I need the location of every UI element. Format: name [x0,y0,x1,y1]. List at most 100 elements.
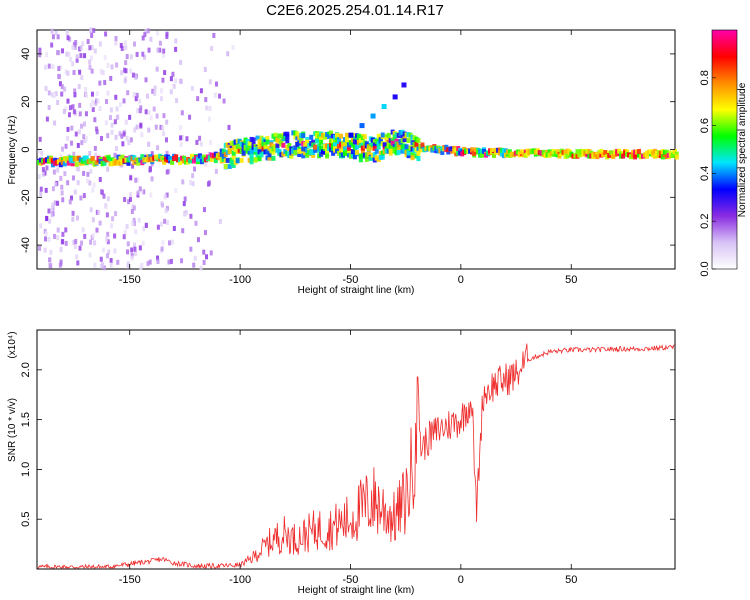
spectrogram-cell [181,228,185,234]
spectrogram-cell [147,141,151,147]
spectrogram-cell [105,99,109,105]
spectrogram-cell [293,145,298,151]
spectrogram-cell [358,153,363,159]
spectrogram-cell [174,78,178,84]
spectrogram-cell [196,96,200,102]
spectrogram-cell [132,217,136,223]
spectrogram-cell [39,223,43,229]
spectrogram-cell [114,211,118,217]
spectrogram-cell [109,75,113,81]
spectrogram-cell [76,142,80,148]
spectrogram-cell [71,210,75,216]
spectrogram-cell [92,27,96,33]
spectrogram-cell [98,177,102,183]
spectrogram-cell [207,180,211,186]
spectrogram-cell [213,92,217,98]
spectrogram-cell [47,90,51,96]
spectrogram-cell [93,240,97,246]
spectrogram-cell [134,74,138,80]
spectrogram-cell [372,145,377,151]
spectrogram-cell [188,114,192,120]
spectrogram-cell [247,141,252,147]
spectrogram-cell [91,187,95,193]
spectrogram-cell [209,139,213,145]
spectrogram-cell [142,226,146,232]
spectrogram-cell [126,241,130,247]
spectrogram-cell [131,220,135,226]
spectrogram-cell [301,153,306,159]
spectrogram-cell [53,233,57,239]
spectrogram-cell [66,160,71,166]
spectrogram-cell [203,230,207,236]
spectrogram-cell [84,111,88,117]
spectrogram-cell [95,129,99,135]
spectrogram-cell [273,132,278,138]
spectrogram-cell [80,75,84,81]
spectrogram-cell [239,157,244,163]
spectrogram-cell [123,78,127,84]
spectrogram-cell [183,196,187,202]
spectrogram-cell [124,45,128,51]
spectrogram-cell [39,191,43,197]
spectrogram-cell [114,40,118,46]
snr-y-ticks: 0.5 1.0 1.5 2.0 [20,362,675,527]
spectrogram-cell [144,77,148,83]
spectrogram-cell [410,152,415,158]
spectrogram-cell [406,137,411,143]
spectrogram-cell [196,237,200,243]
spectrogram-cell [203,66,207,72]
spectrogram-cell [265,139,270,145]
spectrogram-cell [257,149,262,155]
spectrogram-cell [127,140,131,146]
spectrogram-cell [482,148,487,154]
spectrogram-cell [265,148,270,154]
spectrogram-cell [95,126,99,132]
snr-x-tick-label: -100 [229,574,251,586]
spectrogram-cell [111,216,115,222]
colorbar-tick-label: 0.0 [699,261,711,276]
spectrogram-cell [165,220,169,226]
spectrogram-cell [88,150,92,156]
spectrogram-cell [123,40,127,46]
spectrogram-cell [101,70,105,76]
spectrogram-cell [76,260,80,266]
spectrogram-cell [98,220,102,226]
spectrogram-cell [113,233,117,239]
spectrogram-cell [299,137,304,143]
spectrogram-cell [156,145,160,151]
spectrogram-cell [106,166,110,172]
spectrogram-cell [183,211,187,217]
spectrogram-cell [133,242,137,248]
spectrogram-cell [102,247,106,253]
spectrogram-cell [603,149,608,155]
spectrogram-cell [61,197,65,203]
spectrogram-cell [91,233,95,239]
spectrogram-cell [253,157,258,163]
spectrogram-cell [420,142,425,148]
spectrogram-cell [66,98,70,104]
spectrogram-cell [38,52,42,58]
spectrogram-cell [69,195,73,201]
spectrogram-cell [130,208,134,214]
spectrogram-cell [64,240,68,246]
spectrogram-cell [155,30,159,36]
spectrogram-cell [670,152,675,158]
spectrogram-cell [384,136,389,142]
colorbar-tick-label: 0.6 [699,118,711,133]
spectrogram-cell [57,50,61,56]
spectrogram-cell [161,77,165,83]
spectrogram-cell [82,193,86,199]
spectrogram-cell [53,200,57,206]
spectrogram-cell [106,155,111,161]
spectrogram-cell [54,181,58,187]
spectrogram-cell [60,190,64,196]
spectrogram-cell [440,150,445,156]
spectrogram-cell [179,135,183,141]
spectrogram-cell [637,148,642,154]
spectrogram-cell [109,223,113,229]
spectrogram-cell [144,29,148,35]
spectrogram-cell [82,134,86,140]
spectrogram-cell [162,131,166,137]
spectrogram-cell [160,155,165,161]
